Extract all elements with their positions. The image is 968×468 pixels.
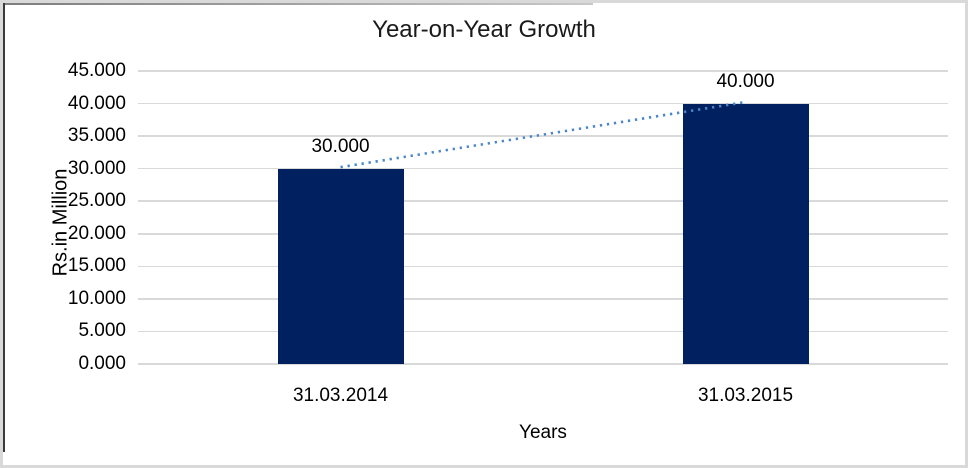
y-tick-label: 20.000 bbox=[67, 222, 126, 244]
gridline bbox=[138, 330, 948, 333]
y-tick-label: 30.000 bbox=[67, 157, 126, 179]
frame-top-edge bbox=[3, 3, 593, 5]
gridline bbox=[138, 298, 948, 300]
y-tick-label: 15.000 bbox=[67, 255, 126, 277]
bar-31.03.2015 bbox=[682, 103, 809, 364]
y-tick-label: 35.000 bbox=[67, 125, 126, 147]
plot-area: 30.000 40.000 bbox=[138, 70, 948, 365]
y-tick-label: 0.000 bbox=[78, 353, 126, 374]
gridline bbox=[138, 135, 948, 137]
gridline bbox=[138, 167, 948, 170]
data-label: 30.000 bbox=[311, 135, 370, 157]
gridline bbox=[138, 200, 948, 202]
gridline bbox=[138, 265, 948, 268]
frame-left-edge bbox=[3, 3, 5, 452]
y-tick-label: 5.000 bbox=[78, 320, 126, 342]
data-label: 40.000 bbox=[716, 70, 775, 92]
gridline bbox=[138, 233, 948, 235]
y-tick-label: 25.000 bbox=[67, 190, 126, 212]
gridline bbox=[138, 70, 948, 72]
gridline bbox=[138, 363, 948, 365]
y-tick-label: 40.000 bbox=[67, 92, 126, 114]
trendline bbox=[340, 100, 746, 169]
gridline bbox=[138, 102, 948, 105]
y-tick-label: 10.000 bbox=[67, 287, 126, 309]
y-tick-label: 45.000 bbox=[67, 60, 126, 81]
chart-title: Year-on-Year Growth bbox=[372, 16, 596, 43]
x-axis-title: Years bbox=[519, 422, 567, 443]
x-tick-label: 31.03.2015 bbox=[697, 385, 794, 406]
bar-31.03.2014 bbox=[277, 168, 404, 364]
x-tick-label: 31.03.2014 bbox=[292, 385, 389, 406]
